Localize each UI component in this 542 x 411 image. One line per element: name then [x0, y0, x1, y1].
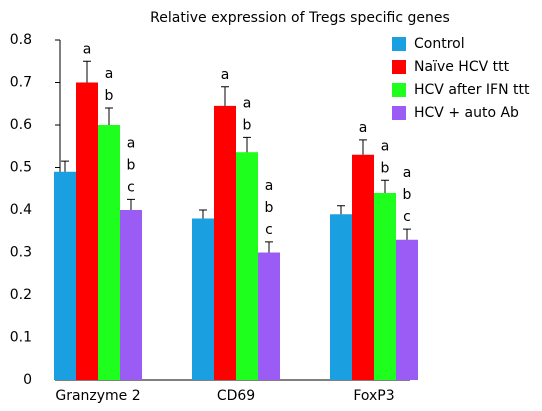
y-tick-label: 0.8 [10, 32, 32, 48]
bar [236, 152, 258, 380]
significance-letter: a [127, 135, 136, 151]
significance-letter: a [359, 120, 368, 136]
y-tick-label: 0.7 [10, 75, 32, 91]
significance-letter: a [265, 178, 274, 194]
y-tick-label: 0 [23, 372, 32, 388]
y-tick-label: 0.5 [10, 160, 32, 176]
significance-letter: b [265, 200, 274, 216]
bar [54, 171, 76, 380]
significance-letter: a [403, 165, 412, 181]
bar [192, 218, 214, 380]
error-bar [83, 60, 91, 83]
error-bar [199, 209, 207, 219]
x-tick-label: Granzyme 2 [55, 388, 140, 404]
significance-letter: a [381, 138, 390, 154]
significance-letter: a [105, 66, 114, 82]
legend-label: Naïve HCV ttt [414, 59, 510, 75]
significance-letter: b [403, 187, 412, 203]
bar [396, 239, 418, 380]
bar [352, 154, 374, 380]
error-bar [337, 205, 345, 215]
error-bar [243, 136, 251, 153]
legend-swatch [392, 60, 406, 74]
legend-swatch [392, 83, 406, 97]
bar [214, 105, 236, 380]
error-bar [105, 107, 113, 125]
significance-letter: b [127, 157, 136, 173]
legend-label: Control [414, 36, 465, 52]
error-bar [265, 241, 273, 253]
y-tick-label: 0.1 [10, 330, 32, 346]
y-tick-label: 0.4 [10, 202, 32, 218]
bar [98, 125, 120, 380]
y-tick-label: 0.2 [10, 287, 32, 303]
y-tick-label: 0.6 [10, 117, 32, 133]
significance-letter: b [381, 160, 390, 176]
legend-swatch [392, 37, 406, 51]
legend-label: HCV after IFN ttt [414, 82, 530, 98]
significance-letter: c [265, 222, 273, 238]
legend-label: HCV + auto Ab [414, 105, 519, 121]
bar [76, 82, 98, 380]
error-bar [221, 86, 229, 106]
significance-letter: a [83, 41, 92, 57]
bar [330, 214, 352, 380]
significance-letter: b [105, 88, 114, 104]
significance-letter: a [221, 67, 230, 83]
bar [120, 210, 142, 380]
error-bar [61, 160, 69, 172]
y-tick-label: 0.3 [10, 245, 32, 261]
error-bar [403, 228, 411, 240]
bar [258, 252, 280, 380]
x-tick-label: FoxP3 [353, 388, 394, 404]
significance-letter: a [243, 95, 252, 111]
significance-letter: c [127, 179, 135, 195]
significance-letter: c [403, 209, 411, 225]
legend-swatch [392, 106, 406, 120]
significance-letter: b [243, 117, 252, 133]
bar [374, 193, 396, 380]
error-bar [381, 179, 389, 193]
chart-title: Relative expression of Tregs specific ge… [150, 10, 450, 26]
error-bar [127, 198, 135, 210]
error-bar [359, 139, 367, 155]
x-tick-label: CD69 [217, 388, 255, 404]
